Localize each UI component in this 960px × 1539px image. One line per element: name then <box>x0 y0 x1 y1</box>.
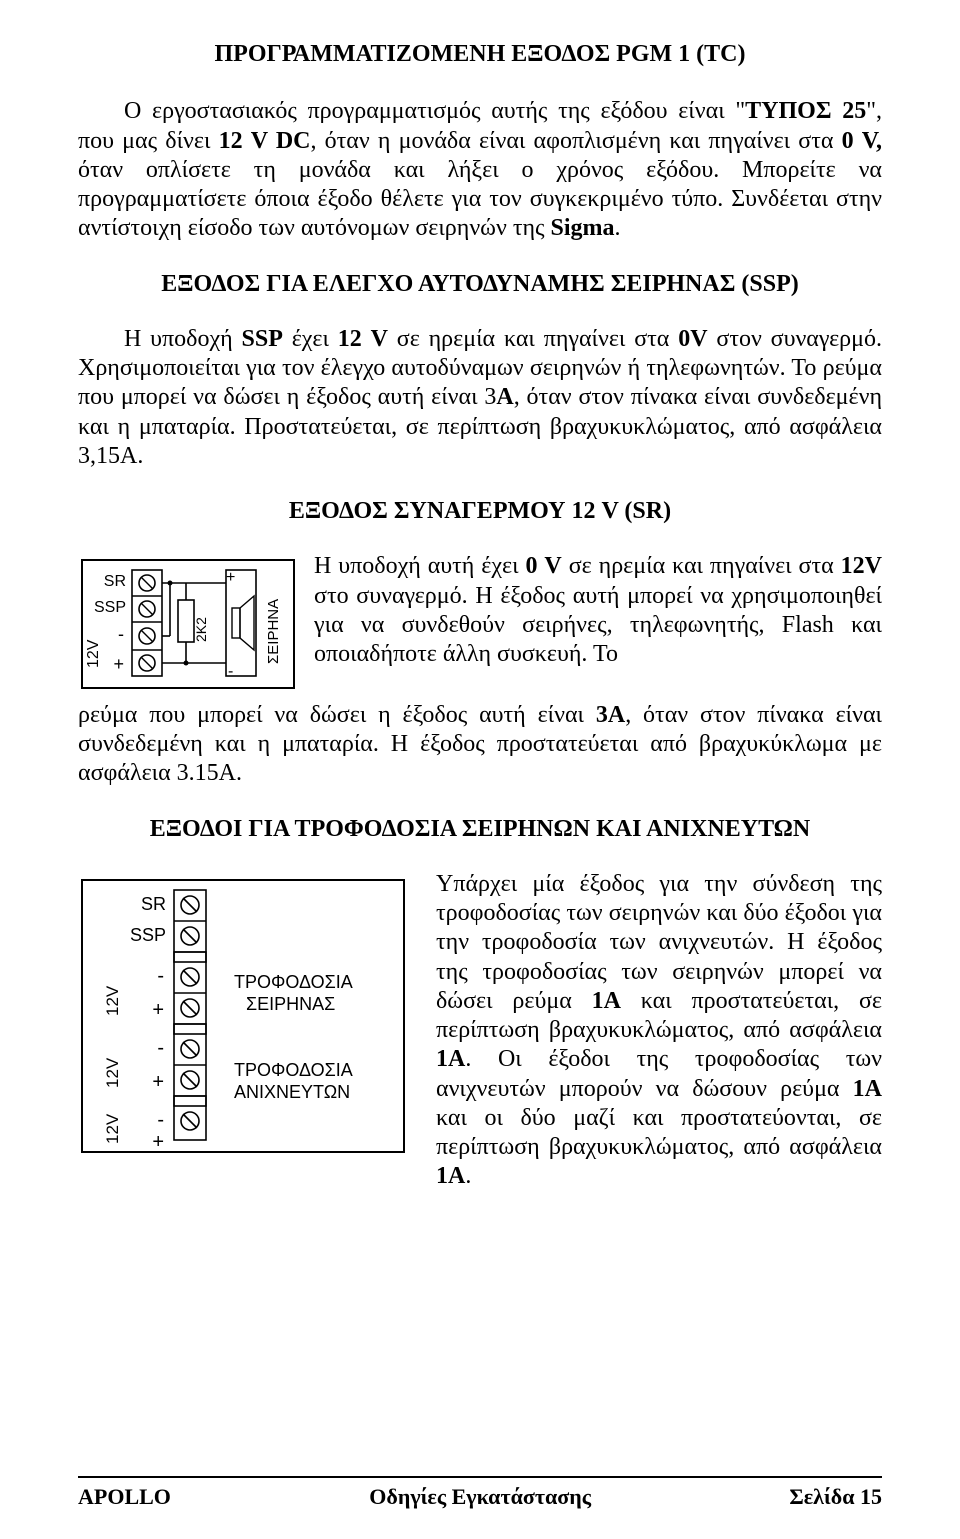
text: Η υποδοχή <box>124 326 242 352</box>
label-12v-1: 12V <box>103 985 122 1016</box>
heading-ssp: ΕΞΟΔΟΣ ΓΙΑ ΕΛΕΓΧΟ ΑΥΤΟΔΥΝΑΜΗΣ ΣΕΙΡΗΝΑΣ (… <box>78 270 882 299</box>
text: όταν οπλίσετε τη μονάδα και λήξει ο χρόν… <box>78 157 882 242</box>
label-plus: + <box>113 654 124 674</box>
label-plus: + <box>152 1071 164 1093</box>
text: , όταν η μονάδα είναι αφοπλισμένη και πη… <box>311 128 842 154</box>
label-12v-2: 12V <box>103 1057 122 1088</box>
text-bold: Α <box>496 384 513 410</box>
label-ssp: SSP <box>130 925 166 945</box>
text-bold: 12 V DC <box>219 128 311 154</box>
text: σε ηρεμία και πηγαίνει στα <box>562 553 841 579</box>
text-bold: 0 V, <box>842 128 882 154</box>
label-ssp: SSP <box>94 599 126 616</box>
text: στο συναγερμό. Η έξοδος αυτή μπορεί να χ… <box>314 583 882 668</box>
label-minus: - <box>157 1037 164 1059</box>
paragraph-sr-tail: ρεύμα που μπορεί να δώσει η έξοδος αυτή … <box>78 701 882 789</box>
text: Η υποδοχή αυτή έχει <box>314 553 526 579</box>
text-bold: SSP <box>242 326 283 352</box>
label-12v: 12V <box>85 640 102 669</box>
text-bold: 12 V <box>338 326 388 352</box>
label-feed-siren-1: ΤΡΟΦΟΔΟΣΙΑ <box>234 972 353 992</box>
text: . Οι έξοδοι της τροφοδοσίας των ανιχνευτ… <box>436 1046 882 1101</box>
label-minus: - <box>157 965 164 987</box>
page-title: ΠΡΟΓΡΑΜΜΑΤΙΖΟΜΕΝΗ ΕΞΟΔΟΣ PGM 1 (TC) <box>78 40 882 69</box>
text: και οι δύο μαζί και προστατεύονται, σε π… <box>436 1105 882 1160</box>
text-bold: 1Α <box>592 988 621 1014</box>
label-plus: + <box>152 1131 164 1153</box>
label-plus2: + <box>226 569 235 586</box>
footer-right: Σελίδα 15 <box>789 1484 882 1511</box>
text: έχει <box>283 326 338 352</box>
heading-sr: ΕΞΟΔΟΣ ΣΥΝΑΓΕΡΜΟΥ 12 V (SR) <box>78 497 882 526</box>
text-bold: 1Α <box>436 1046 465 1072</box>
label-feed-siren-2: ΣΕΙΡΗΝΑΣ <box>246 994 335 1014</box>
footer-center: Οδηγίες Εγκατάστασης <box>369 1484 591 1511</box>
label-feed-det-2: ΑΝΙΧΝΕΥΤΩΝ <box>234 1082 350 1102</box>
text-bold: 1Α <box>853 1076 882 1102</box>
page-footer: APOLLO Οδηγίες Εγκατάστασης Σελίδα 15 <box>78 1476 882 1511</box>
diagram-sr-output: SR SSP 12V - + 2K2 <box>78 556 298 700</box>
paragraph-power-outputs: Υπάρχει μία έξοδος για την σύνδεση της τ… <box>436 870 882 1192</box>
text: . <box>615 215 621 241</box>
text: . <box>465 1163 471 1189</box>
label-sr: SR <box>141 894 166 914</box>
label-2k2: 2K2 <box>193 617 209 642</box>
text: σε ηρεμία και πηγαίνει στα <box>388 326 678 352</box>
label-12v-3: 12V <box>103 1113 122 1144</box>
text-bold: 12V <box>841 553 882 579</box>
label-plus: + <box>152 999 164 1021</box>
label-minus: - <box>118 624 124 644</box>
text-bold: 0V <box>678 326 707 352</box>
diagram-power-outputs: SR SSP 12V - + 12V - + 12V - + ΤΡΟΦΟΔΟΣΙ… <box>78 876 408 1164</box>
footer-left: APOLLO <box>78 1484 171 1511</box>
text: Ο εργοστασιακός προγραμματισμός αυτής τη… <box>124 98 745 124</box>
label-minus: - <box>157 1109 164 1131</box>
text-bold: 0 V <box>526 553 562 579</box>
paragraph-ssp: Η υποδοχή SSP έχει 12 V σε ηρεμία και πη… <box>78 325 882 471</box>
text-bold: 3Α <box>596 702 625 728</box>
text-bold: Sigma <box>551 215 615 241</box>
text: ρεύμα που μπορεί να δώσει η έξοδος αυτή … <box>78 702 596 728</box>
paragraph-pgm1: Ο εργοστασιακός προγραμματισμός αυτής τη… <box>78 97 882 243</box>
label-feed-det-1: ΤΡΟΦΟΔΟΣΙΑ <box>234 1060 353 1080</box>
text-bold: 1Α <box>436 1163 465 1189</box>
label-siren: ΣΕΙΡΗΝΑ <box>265 599 282 664</box>
paragraph-sr-head: Η υποδοχή αυτή έχει 0 V σε ηρεμία και πη… <box>314 552 882 669</box>
text-bold: ΤΥΠΟΣ 25 <box>745 98 866 124</box>
label-sr: SR <box>104 573 126 590</box>
heading-power-outputs: ΕΞΟΔΟΙ ΓΙΑ ΤΡΟΦΟΔΟΣΙΑ ΣΕΙΡΗΝΩΝ ΚΑΙ ΑΝΙΧΝ… <box>78 815 882 844</box>
label-minus2: - <box>228 663 233 680</box>
